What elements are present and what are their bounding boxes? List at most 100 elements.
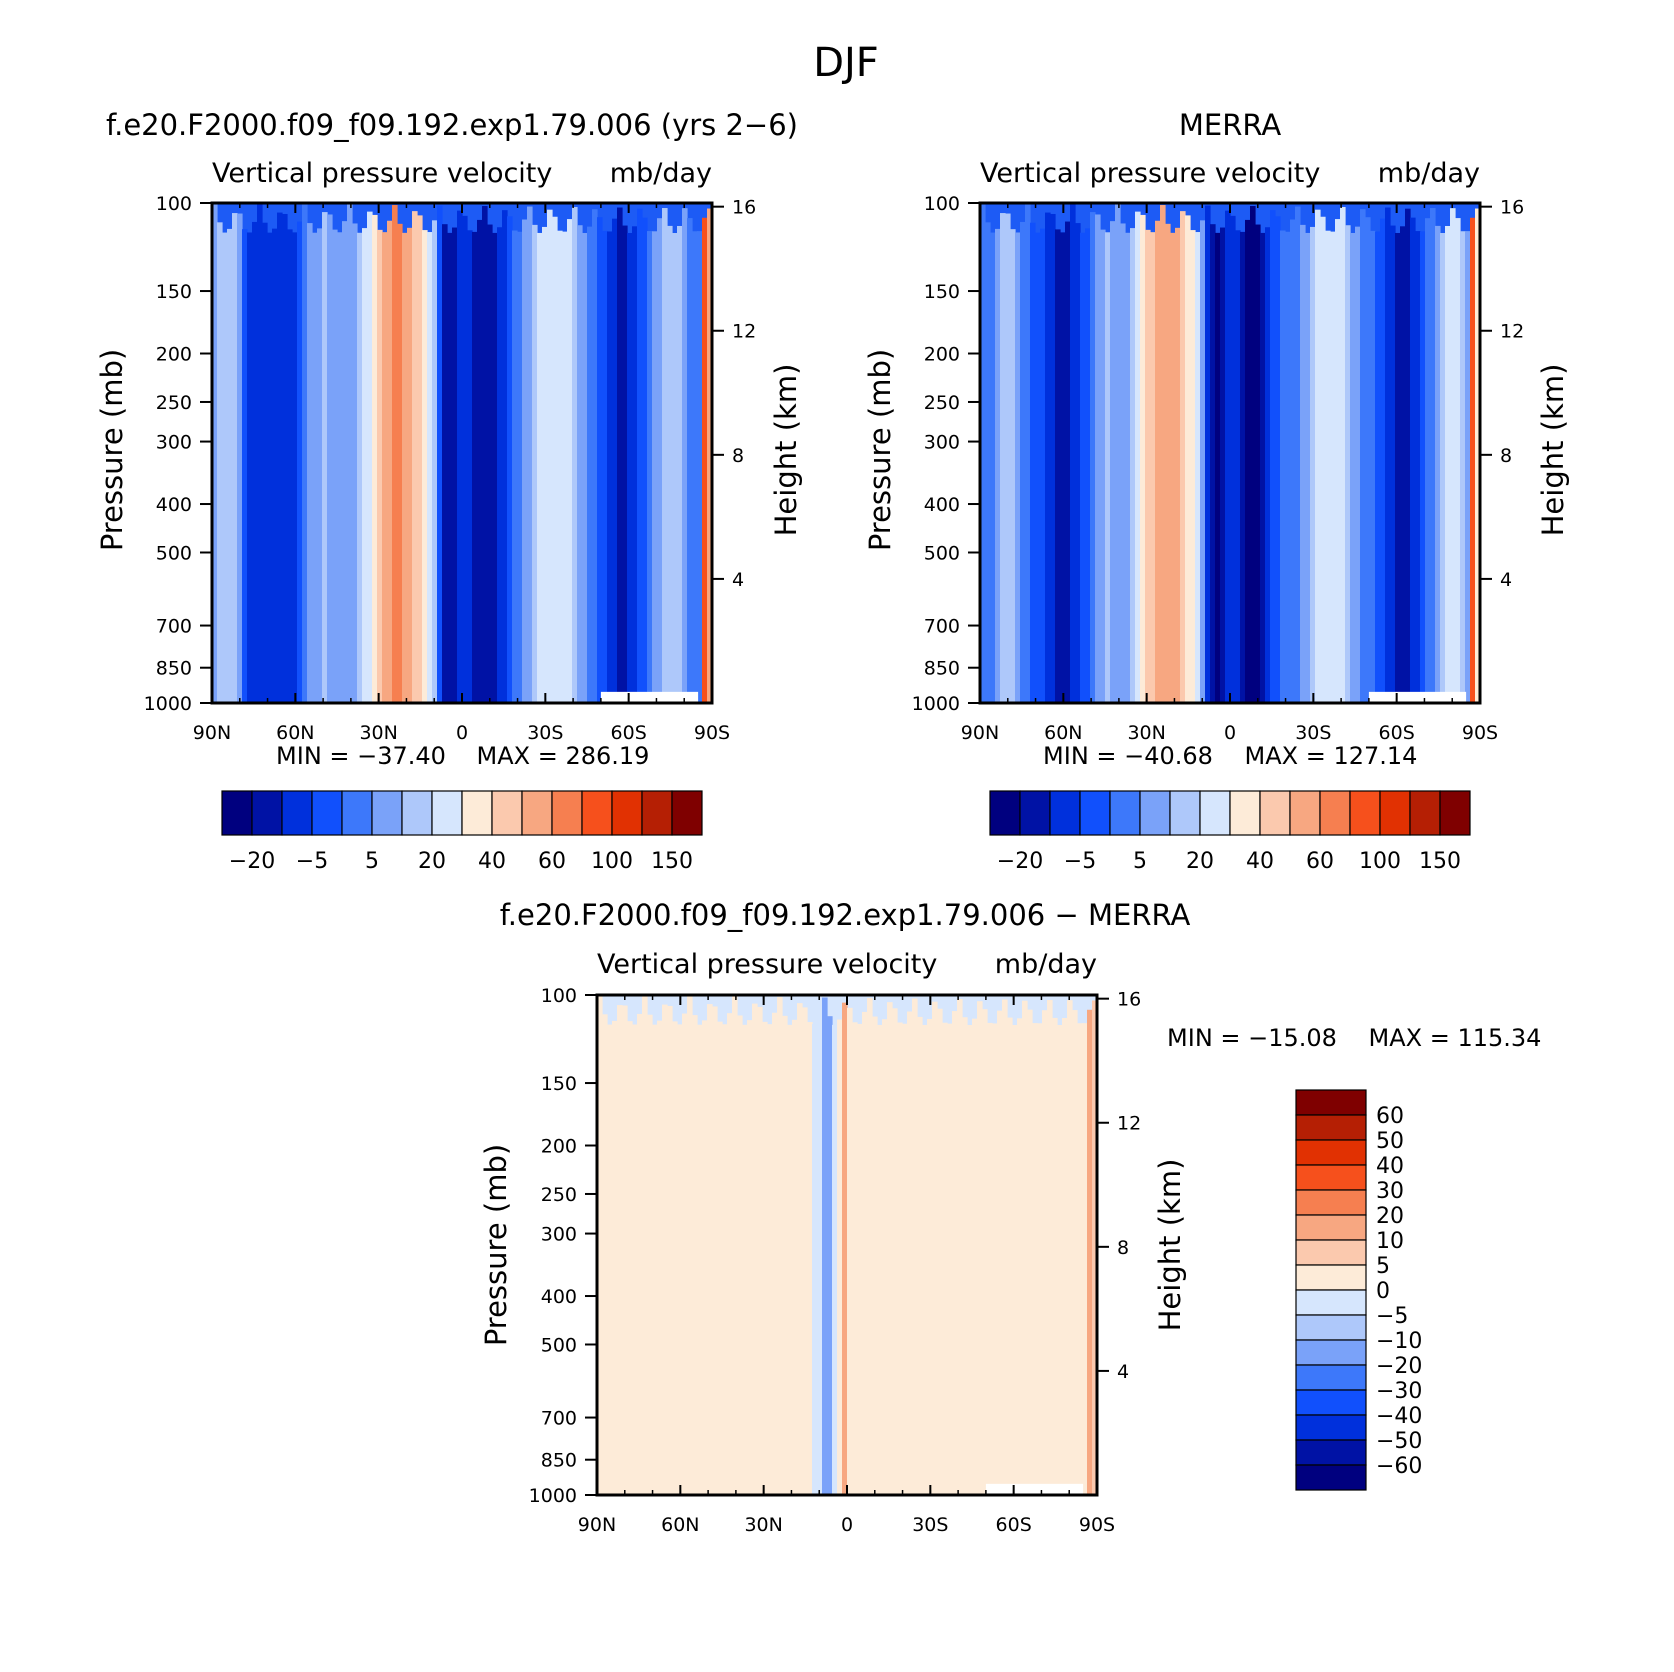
field-column	[1087, 1009, 1093, 1495]
field-column	[277, 212, 283, 704]
panel-merra: MERRA Vertical pressure velocity mb/day …	[863, 108, 1570, 874]
colorbar-box	[1199, 790, 1231, 836]
colorbar-box	[1295, 1389, 1367, 1416]
field-column	[327, 214, 333, 703]
field-column	[647, 231, 653, 703]
colorbar-label: 0	[1376, 1279, 1390, 1304]
field-column	[1007, 1017, 1013, 1495]
field-column	[1370, 230, 1376, 704]
panel-title: f.e20.F2000.f09_f09.192.exp1.79.006 − ME…	[500, 898, 1191, 932]
field-column	[1425, 218, 1431, 704]
field-column	[1085, 228, 1091, 703]
field-column	[1310, 226, 1316, 703]
field-column	[1290, 219, 1296, 703]
field-column	[1100, 229, 1106, 703]
colorbar-box	[1295, 1214, 1367, 1241]
field-column	[622, 1005, 628, 1495]
field-column	[677, 1024, 683, 1495]
x-tick-label: 90S	[1462, 722, 1498, 744]
field-column	[1345, 225, 1351, 703]
field-column	[1475, 208, 1481, 703]
field-column	[607, 1024, 613, 1495]
field-column	[462, 215, 468, 704]
field-column	[267, 232, 273, 703]
field-column	[712, 1006, 718, 1495]
field-column	[822, 997, 828, 1495]
field-column	[1275, 216, 1281, 703]
y-tick-label: 850	[156, 658, 192, 680]
field-column	[302, 204, 308, 703]
field-column	[1210, 224, 1216, 703]
colorbar-label: 10	[1376, 1229, 1404, 1254]
field-column	[1037, 1023, 1043, 1495]
colorbar-box	[1295, 1164, 1367, 1191]
y-tick-label: 700	[156, 616, 192, 638]
colorbar-label: 20	[1186, 849, 1214, 874]
field-column	[292, 232, 298, 703]
colorbar-box	[341, 790, 373, 836]
right-tick-label: 8	[1500, 445, 1512, 467]
field-column	[1130, 228, 1136, 703]
x-tick-label: 30S	[1295, 722, 1331, 744]
field-column	[972, 1018, 978, 1495]
field-column	[762, 1021, 768, 1495]
inner-title-right: mb/day	[610, 158, 712, 189]
colorbar-box	[1295, 1439, 1367, 1466]
field-column	[322, 212, 328, 703]
colorbar-box	[641, 790, 673, 836]
field-column	[487, 224, 493, 703]
field-column	[1255, 224, 1261, 703]
field-column	[247, 232, 253, 703]
field-column	[1455, 218, 1461, 703]
right-tick-label: 16	[1500, 197, 1524, 219]
field-column	[1365, 217, 1371, 703]
colorbar-label: 150	[1419, 849, 1461, 874]
field-column	[982, 1009, 988, 1495]
field-column	[802, 1007, 808, 1495]
colorbar-label: −5	[296, 849, 328, 874]
field-column	[612, 218, 618, 703]
field-column	[1295, 206, 1301, 703]
field-column	[1030, 222, 1036, 703]
field-column	[642, 995, 648, 1495]
field-column	[782, 1015, 788, 1495]
colorbar-label: 20	[1376, 1204, 1404, 1229]
field-column	[1350, 232, 1356, 703]
field-column	[697, 1024, 703, 1495]
colorbar-label: 100	[591, 849, 633, 874]
field-column	[942, 1022, 948, 1495]
x-tick-label: 90N	[193, 722, 231, 744]
field-column	[1015, 232, 1021, 703]
field-column	[1305, 232, 1311, 703]
colorbar-box	[1289, 790, 1321, 836]
y-tick-label: 250	[156, 392, 192, 414]
field-column	[662, 1004, 668, 1495]
y-tick-label: 1000	[529, 1485, 577, 1507]
field-column	[692, 231, 698, 704]
field-column	[1285, 231, 1291, 703]
min-label: MIN = −15.08	[1167, 1024, 1337, 1052]
field-column	[1065, 221, 1071, 703]
field-column	[732, 996, 738, 1495]
field-column	[985, 222, 991, 703]
colorbar-label: 20	[418, 849, 446, 874]
field-column	[1280, 230, 1286, 703]
field-column	[992, 1023, 998, 1495]
field-column	[752, 1003, 758, 1495]
field-column	[697, 231, 703, 703]
colorbar-label: −30	[1376, 1379, 1422, 1404]
field-column	[882, 1019, 888, 1495]
field-column	[342, 221, 348, 703]
x-tick-label: 60N	[276, 722, 314, 744]
field-column	[372, 214, 378, 703]
field-column	[1002, 999, 1008, 1495]
field-column	[1200, 220, 1206, 703]
colorbar: −20 −5 5 20 40 60 100 150	[989, 790, 1471, 874]
field-column	[1012, 1024, 1018, 1495]
y-tick-label: 300	[924, 432, 960, 454]
plot-area	[980, 203, 1481, 704]
field-column	[657, 218, 663, 704]
field-column	[392, 205, 398, 703]
field-column	[1405, 208, 1411, 703]
field-column	[977, 1001, 983, 1495]
